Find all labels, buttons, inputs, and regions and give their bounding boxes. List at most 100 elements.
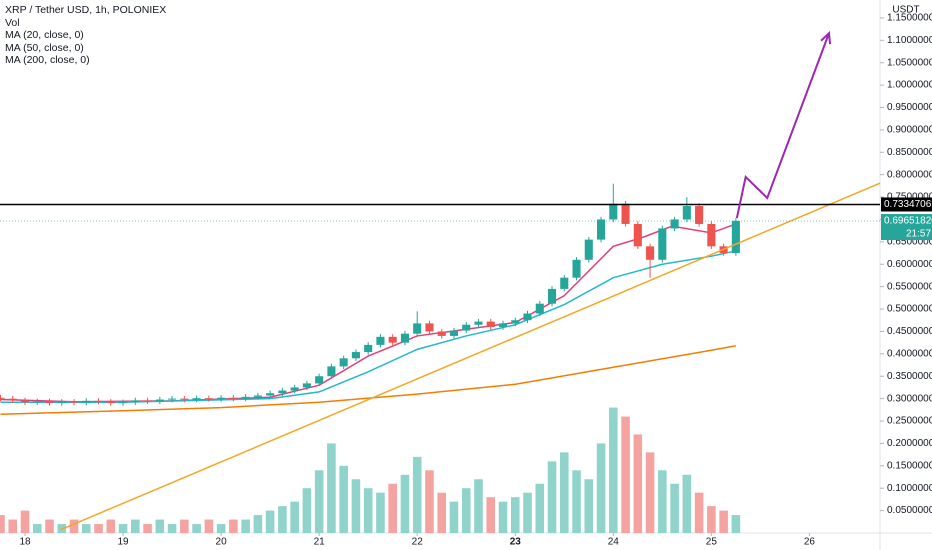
last-price-badge — [881, 214, 932, 241]
volume-bar — [241, 519, 250, 533]
x-tick-label: 20 — [216, 537, 228, 548]
volume-bar — [192, 524, 201, 533]
projection-path — [735, 32, 830, 219]
candle-body — [535, 303, 544, 314]
candle-body — [266, 393, 275, 396]
last-price-label: 0.69651820 — [884, 216, 932, 227]
arrow-head — [820, 30, 832, 45]
volume-bar — [694, 492, 704, 533]
candle-body — [633, 223, 642, 247]
volume-bar — [425, 470, 434, 533]
volume-bar — [204, 519, 214, 533]
volume-bar — [253, 515, 263, 533]
volume-bar — [572, 470, 581, 533]
volume-bar — [449, 501, 459, 533]
candle-body — [94, 400, 103, 402]
volume-bar — [180, 519, 189, 533]
volume-bar — [20, 510, 30, 533]
candle-body — [45, 401, 54, 404]
volume-bar — [216, 524, 226, 533]
volume-bar — [32, 524, 42, 533]
x-tick-label: 18 — [19, 537, 31, 548]
volume-bar — [81, 524, 91, 533]
candle-body — [511, 320, 520, 324]
candle-body — [609, 203, 618, 220]
candle-body — [192, 398, 201, 400]
trendline — [60, 182, 881, 531]
candle-body — [621, 203, 630, 224]
countdown: 21:57 — [906, 229, 931, 240]
volume-bar — [339, 465, 348, 533]
candle-body — [143, 400, 152, 402]
volume-bar — [131, 519, 140, 533]
candle-body — [584, 239, 593, 260]
candle-body — [290, 387, 299, 391]
candle-body — [106, 401, 115, 404]
candle-body — [682, 206, 691, 220]
candle-body — [437, 331, 446, 336]
volume-bar — [474, 479, 483, 533]
volume-bar — [118, 524, 128, 533]
volume-bar — [167, 524, 177, 533]
volume-bar — [302, 488, 312, 533]
volume-bar — [400, 474, 410, 533]
x-tick-label: 23 — [510, 537, 522, 548]
candle-body — [486, 321, 495, 327]
candle-body — [8, 398, 17, 401]
symbol-title: XRP / Tether USD, 1h, POLONIEX — [5, 4, 167, 16]
volume-bar — [609, 407, 618, 533]
candle-body — [560, 277, 569, 289]
volume-bar — [731, 515, 741, 533]
moving-average — [0, 223, 737, 403]
volume-bar — [559, 452, 569, 533]
indicator: MA (200, close, 0) — [5, 54, 90, 66]
candle-body — [707, 223, 716, 247]
volume-bar — [633, 434, 643, 533]
candle-body — [425, 323, 434, 332]
candle-body — [646, 246, 655, 260]
volume-bar — [69, 519, 79, 533]
volume-bar — [510, 497, 520, 533]
volume-bar — [229, 519, 238, 533]
level-label: 0.73347061 — [884, 199, 932, 210]
candle-body — [695, 206, 704, 224]
volume-bar — [412, 456, 422, 533]
moving-average — [0, 250, 737, 403]
candle-body — [155, 399, 164, 402]
candle-body — [658, 228, 667, 260]
volume-bar — [523, 492, 532, 533]
candle-body — [670, 219, 679, 229]
candle-body — [474, 321, 483, 325]
candle-body — [388, 336, 397, 343]
volume-bar — [486, 497, 496, 533]
volume-bar — [8, 519, 18, 533]
level-badge — [881, 197, 932, 212]
volume-bar — [707, 506, 716, 533]
candle-body — [302, 383, 311, 388]
legend: XRP / Tether USD, 1h, POLONIEX Vol MA (2… — [5, 4, 166, 67]
candle-body — [69, 401, 79, 403]
candle-body — [339, 358, 348, 367]
x-tick-label: 19 — [117, 537, 129, 548]
candle-body — [180, 398, 189, 400]
candle-body — [547, 288, 557, 304]
x-tick-label: 24 — [608, 537, 620, 548]
volume-bar — [388, 483, 397, 533]
volume-bar — [155, 519, 165, 533]
volume-bar — [278, 506, 287, 533]
candle-body — [400, 333, 409, 343]
